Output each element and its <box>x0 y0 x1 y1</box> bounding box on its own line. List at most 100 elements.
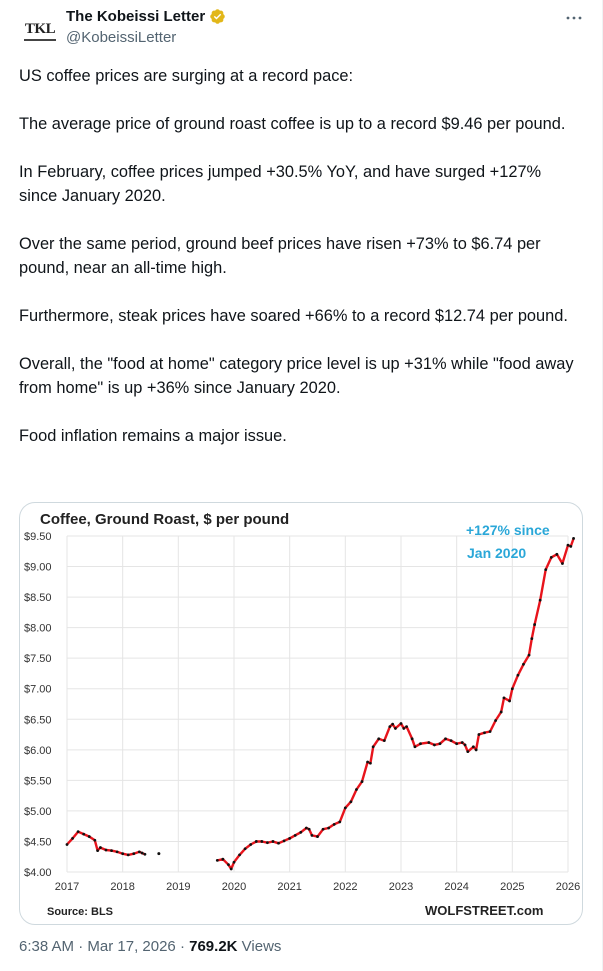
avatar-rule <box>24 39 56 41</box>
data-point <box>471 745 475 749</box>
data-point <box>249 843 253 846</box>
data-point <box>126 853 130 857</box>
tweet-paragraph: US coffee prices are surging at a record… <box>19 67 354 85</box>
data-point <box>399 722 403 725</box>
data-point <box>332 822 336 826</box>
more-options-icon[interactable] <box>564 8 584 28</box>
data-point <box>93 838 97 842</box>
data-point <box>460 741 464 744</box>
chart-annotation-line-2: Jan 2020 <box>467 545 526 561</box>
chart-image[interactable]: $4.00 $4.50 $5.00 $5.50 $6.00 $6.50 $7.00 $7.50… <box>19 502 583 925</box>
data-point <box>569 544 573 548</box>
data-point <box>360 780 364 783</box>
data-point <box>343 806 347 810</box>
data-point <box>87 835 91 838</box>
author-name-row: The Kobeissi Letter <box>66 8 226 25</box>
data-point <box>427 741 431 744</box>
data-point <box>110 849 113 853</box>
data-point <box>366 760 369 764</box>
data-point <box>327 826 331 830</box>
data-point <box>516 673 520 677</box>
tweet-date[interactable]: Mar 17, 2026 <box>87 938 176 955</box>
data-point <box>474 748 478 752</box>
tweet-paragraph: Furthermore, steak prices have soared +6… <box>19 307 568 325</box>
data-point <box>438 742 442 746</box>
data-point <box>355 788 358 791</box>
data-point <box>140 851 144 855</box>
data-point <box>368 761 372 765</box>
data-point <box>572 537 575 540</box>
data-point <box>502 696 506 700</box>
data-point <box>82 832 86 836</box>
data-point <box>549 555 553 559</box>
data-point <box>310 833 314 837</box>
author-handle[interactable]: @KobeissiLetter <box>66 29 177 46</box>
data-point <box>299 830 303 834</box>
tweet-paragraph: Food inflation remains a major issue. <box>19 427 287 445</box>
data-point <box>530 637 534 641</box>
data-point <box>157 852 161 856</box>
data-point <box>477 733 481 736</box>
x-tick-label: 2022 <box>333 881 357 893</box>
data-point <box>99 846 102 849</box>
coffee-price-chart: $4.00 $4.50 $5.00 $5.50 $6.00 $6.50 $7.00 $7.50… <box>24 511 580 918</box>
data-point <box>413 745 417 749</box>
x-tick-label: 2024 <box>444 881 468 893</box>
price-series-line <box>66 830 146 857</box>
data-point <box>382 739 386 743</box>
data-point <box>402 727 406 730</box>
data-point <box>494 719 498 722</box>
author-display-name[interactable]: The Kobeissi Letter <box>66 8 206 25</box>
x-tick-label: 2018 <box>110 881 134 893</box>
tweet-text: US coffee prices are surging at a record… <box>19 64 579 448</box>
data-point <box>499 710 503 714</box>
data-point <box>229 867 233 871</box>
tweet-paragraph: In February, coffee prices jumped +30.5%… <box>19 163 542 205</box>
data-point <box>391 722 395 726</box>
data-point <box>215 858 219 862</box>
data-point <box>510 687 514 691</box>
data-point <box>508 699 511 703</box>
data-point <box>293 833 297 837</box>
data-point <box>533 623 536 626</box>
chart-annotation-line-1: +127% since <box>466 522 550 538</box>
data-point <box>282 839 286 843</box>
tweet-paragraph: The average price of ground roast coffee… <box>19 115 566 133</box>
data-point <box>555 552 559 556</box>
x-tick-label: 2026 <box>556 881 580 893</box>
x-tick-label: 2019 <box>166 881 190 893</box>
x-tick-label: 2020 <box>222 881 246 893</box>
data-point <box>227 863 230 867</box>
y-tick-label: $8.50 <box>24 592 52 604</box>
data-point <box>65 843 69 846</box>
data-point <box>137 850 141 854</box>
price-series-line <box>217 538 575 871</box>
data-point <box>221 857 225 861</box>
data-point <box>455 742 459 746</box>
data-point <box>377 737 381 741</box>
data-point <box>76 830 80 834</box>
data-point <box>394 727 397 730</box>
data-point <box>266 841 269 845</box>
tweet-meta: 6:38 AM · Mar 17, 2026 · 769.2K Views <box>19 938 281 955</box>
y-tick-label: $6.00 <box>24 745 52 757</box>
tweet-time[interactable]: 6:38 AM <box>19 938 75 955</box>
data-point <box>538 598 542 602</box>
data-point <box>71 837 74 840</box>
data-point <box>483 731 486 735</box>
verified-badge-icon <box>210 9 225 24</box>
data-point <box>243 847 247 851</box>
data-point <box>238 853 241 857</box>
chart-brand: WOLFSTREET.com <box>425 903 543 918</box>
tweet-paragraph: Overall, the "food at home" category pri… <box>19 355 574 397</box>
chart-title: Coffee, Ground Roast, $ per pound <box>40 511 289 528</box>
avatar[interactable]: TKL <box>20 11 60 51</box>
data-point <box>561 562 564 565</box>
data-point <box>527 653 531 657</box>
data-point <box>121 852 125 856</box>
chart-source: Source: BLS <box>47 906 113 918</box>
data-point <box>349 800 353 804</box>
y-tick-label: $9.00 <box>24 562 52 574</box>
data-point <box>410 737 414 741</box>
